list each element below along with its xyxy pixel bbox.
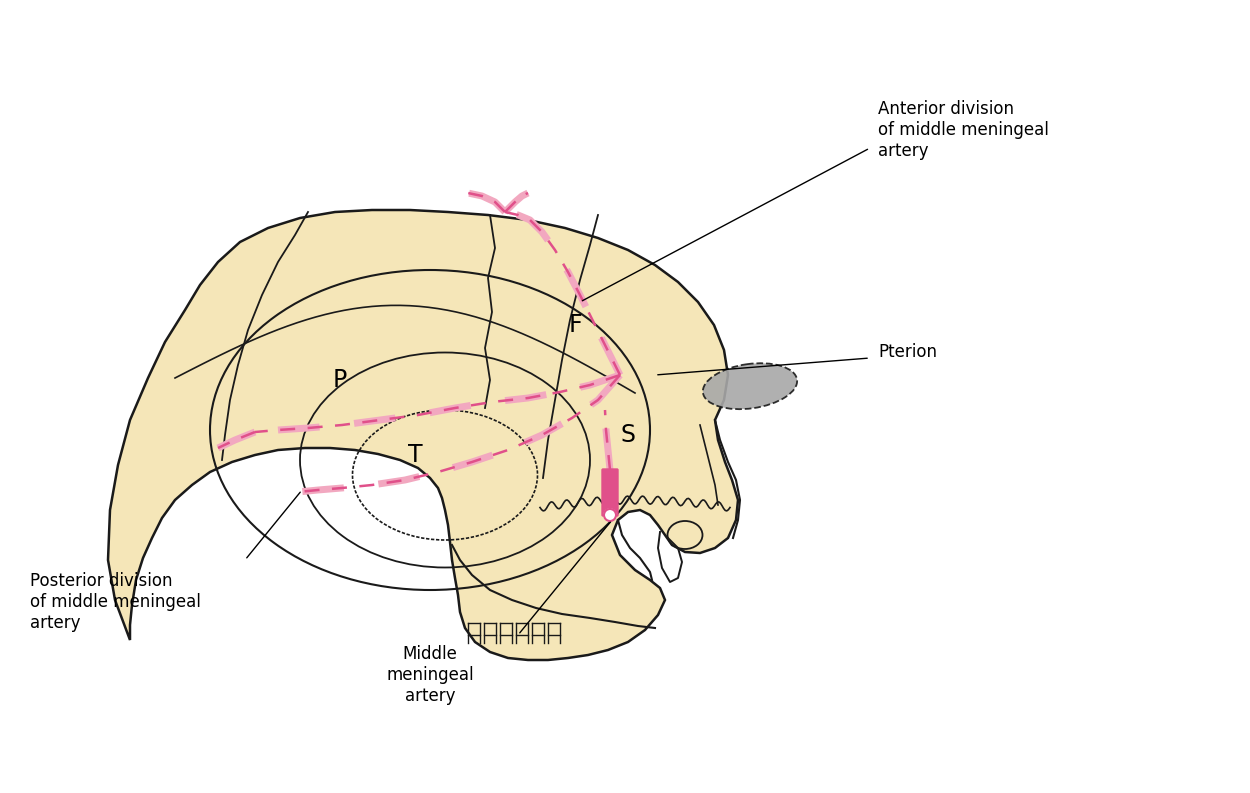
Ellipse shape — [703, 363, 798, 409]
Text: F: F — [569, 313, 581, 337]
Ellipse shape — [668, 521, 702, 549]
Text: S: S — [620, 423, 635, 447]
Text: Middle
meningeal
artery: Middle meningeal artery — [386, 645, 474, 705]
FancyBboxPatch shape — [602, 469, 618, 516]
Circle shape — [604, 509, 616, 521]
Text: Anterior division
of middle meningeal
artery: Anterior division of middle meningeal ar… — [878, 100, 1049, 159]
Text: Posterior division
of middle meningeal
artery: Posterior division of middle meningeal a… — [30, 572, 201, 631]
Polygon shape — [107, 210, 738, 660]
Text: Pterion: Pterion — [878, 343, 938, 361]
Text: T: T — [408, 443, 422, 467]
Text: P: P — [332, 368, 348, 392]
